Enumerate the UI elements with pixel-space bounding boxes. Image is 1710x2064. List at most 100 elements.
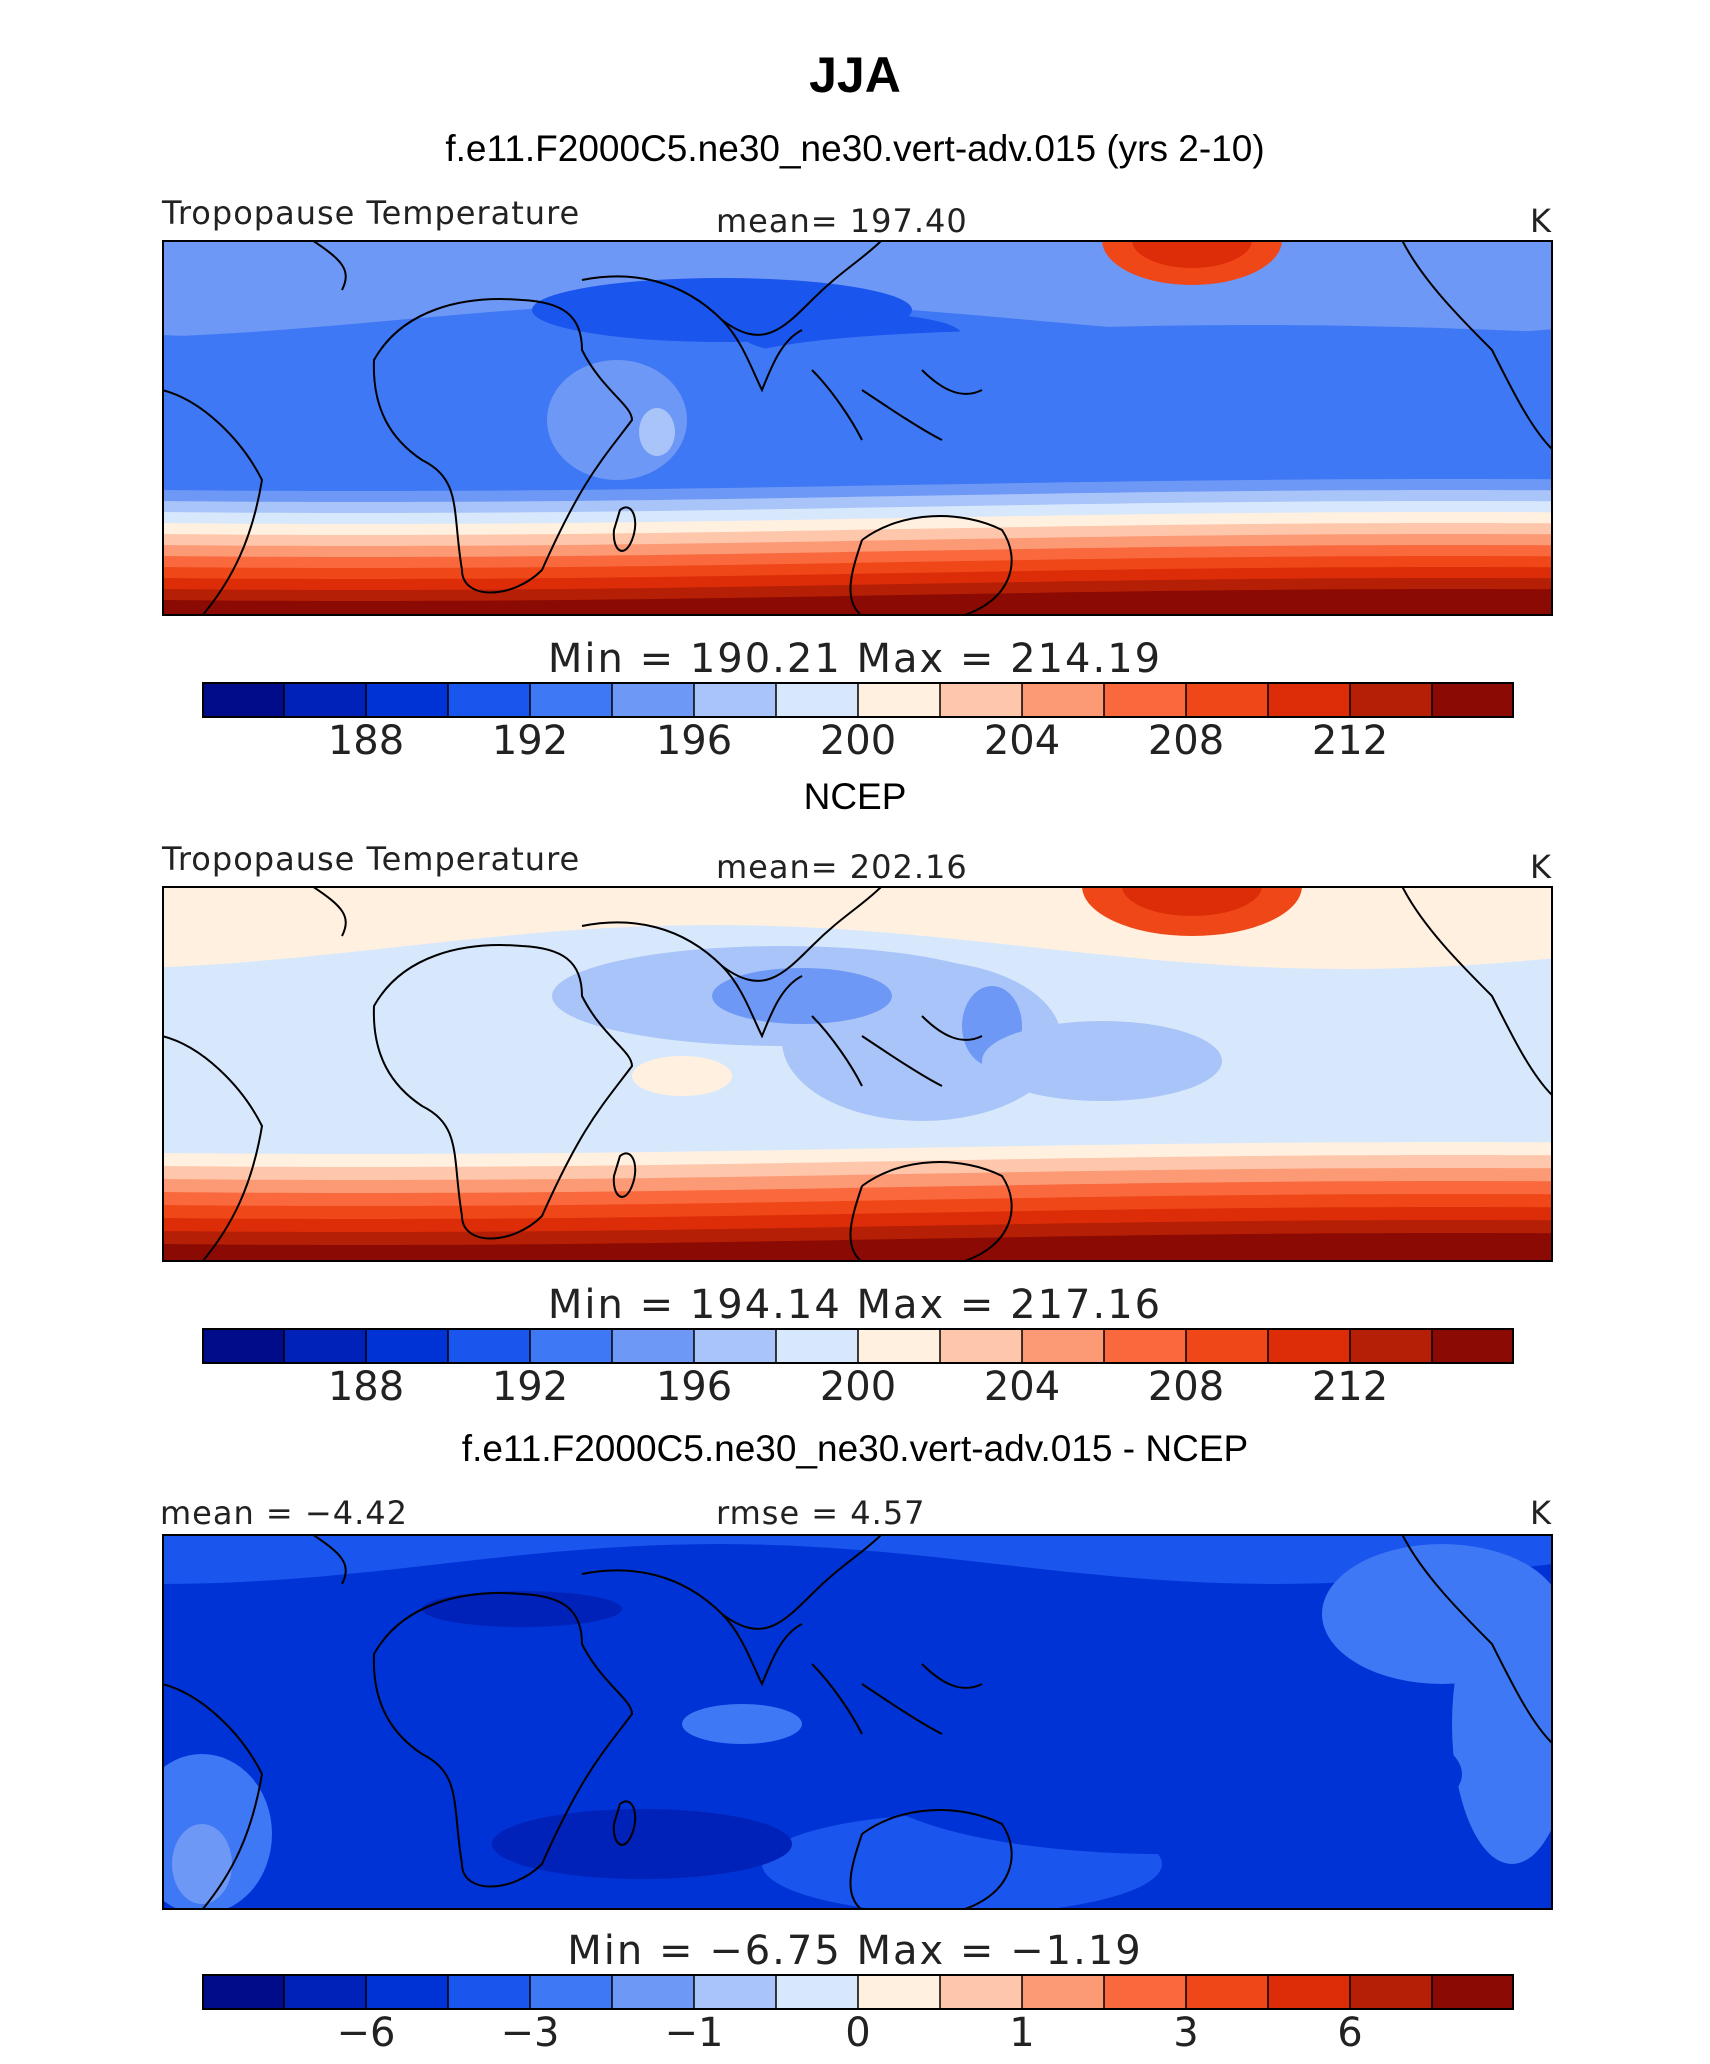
colorbar-box-6 <box>694 1974 777 2010</box>
colorbar-box-1 <box>284 682 367 718</box>
coastline <box>1401 240 1553 451</box>
coastline <box>721 319 803 393</box>
colorbar-box-5 <box>612 682 695 718</box>
panel-2-variable: Tropopause Temperature <box>162 840 581 878</box>
colorbar-box-10 <box>1022 1328 1105 1364</box>
colorbar-box-13 <box>1268 1328 1351 1364</box>
panel-3-colorbar <box>202 1974 1514 2010</box>
season-title: JJA <box>809 47 901 103</box>
panel-2-units: K <box>1530 848 1552 886</box>
coastline <box>721 965 803 1039</box>
colorbar-box-13 <box>1268 1974 1351 2010</box>
colorbar-box-1 <box>284 1974 367 2010</box>
colorbar-tick-label: −3 <box>500 2010 560 2056</box>
colorbar-box-14 <box>1350 1328 1433 1364</box>
colorbar-box-12 <box>1186 682 1269 718</box>
colorbar-box-2 <box>366 682 449 718</box>
colorbar-box-0 <box>202 1974 285 2010</box>
colorbar-box-8 <box>858 682 941 718</box>
coastline <box>612 1800 637 1846</box>
colorbar-box-5 <box>612 1328 695 1364</box>
colorbar-tick-label: 1 <box>1009 2010 1035 2056</box>
colorbar-box-12 <box>1186 1328 1269 1364</box>
panel-2-title: NCEP <box>803 776 907 817</box>
panel-3-title: f.e11.F2000C5.ne30_ne30.vert-adv.015 - N… <box>461 1428 1249 1469</box>
colorbar-box-2 <box>366 1974 449 2010</box>
colorbar-box-4 <box>530 1974 613 2010</box>
colorbar-tick-label: 196 <box>655 718 733 764</box>
coastline <box>162 389 264 616</box>
colorbar-tick-label: 212 <box>1311 718 1389 764</box>
panel-1-units: K <box>1530 202 1552 240</box>
colorbar-box-3 <box>448 1974 531 2010</box>
coastline <box>612 506 637 552</box>
colorbar-box-9 <box>940 1328 1023 1364</box>
colorbar-box-10 <box>1022 682 1105 718</box>
colorbar-tick-label: 208 <box>1147 1364 1225 1410</box>
colorbar-box-4 <box>530 682 613 718</box>
colorbar-box-15 <box>1432 1328 1514 1364</box>
colorbar-box-6 <box>694 1328 777 1364</box>
coastline <box>162 1035 264 1262</box>
coastline <box>581 1534 883 1630</box>
colorbar-box-9 <box>940 682 1023 718</box>
panel-3-map <box>162 1534 1553 1910</box>
colorbar-box-0 <box>202 682 285 718</box>
coastline <box>372 944 634 1240</box>
colorbar-tick-label: 3 <box>1173 2010 1199 2056</box>
coastline <box>581 886 883 982</box>
panel-3-minmax: Min = −6.75 Max = −1.19 <box>567 1928 1143 1974</box>
colorbar-box-7 <box>776 1328 859 1364</box>
colorbar-tick-label: −1 <box>664 2010 724 2056</box>
colorbar-tick-label: 192 <box>491 1364 569 1410</box>
coastline <box>811 369 983 441</box>
coastline <box>811 1015 983 1087</box>
coastline <box>849 1161 1013 1262</box>
colorbar-box-9 <box>940 1974 1023 2010</box>
coastline <box>162 1683 264 1910</box>
coastline <box>811 1663 983 1735</box>
coastline <box>311 1534 347 1585</box>
colorbar-box-13 <box>1268 682 1351 718</box>
coastline <box>612 1152 637 1198</box>
colorbar-box-15 <box>1432 1974 1514 2010</box>
colorbar-box-15 <box>1432 682 1514 718</box>
colorbar-box-6 <box>694 682 777 718</box>
colorbar-box-4 <box>530 1328 613 1364</box>
coastline <box>1401 1534 1553 1745</box>
colorbar-box-3 <box>448 682 531 718</box>
panel-1-variable: Tropopause Temperature <box>162 194 581 232</box>
panel-3-units: K <box>1530 1494 1552 1532</box>
coastline <box>372 298 634 594</box>
colorbar-tick-label: 0 <box>845 2010 871 2056</box>
colorbar-box-10 <box>1022 1974 1105 2010</box>
colorbar-box-7 <box>776 1974 859 2010</box>
coastline <box>849 515 1013 616</box>
panel-2-minmax: Min = 194.14 Max = 217.16 <box>547 1282 1163 1328</box>
colorbar-box-12 <box>1186 1974 1269 2010</box>
colorbar-tick-label: 200 <box>819 1364 897 1410</box>
colorbar-box-7 <box>776 682 859 718</box>
colorbar-tick-label: 188 <box>327 718 405 764</box>
colorbar-tick-label: 192 <box>491 718 569 764</box>
panel-1-mean: mean= 197.40 <box>716 202 968 240</box>
colorbar-tick-label: 6 <box>1337 2010 1363 2056</box>
coastline <box>311 240 347 291</box>
colorbar-box-1 <box>284 1328 367 1364</box>
colorbar-tick-label: 204 <box>983 718 1061 764</box>
panel-3-rmse: rmse = 4.57 <box>716 1494 926 1532</box>
colorbar-tick-label: 208 <box>1147 718 1225 764</box>
colorbar-box-8 <box>858 1974 941 2010</box>
colorbar-box-11 <box>1104 1328 1187 1364</box>
panel-1-title: f.e11.F2000C5.ne30_ne30.vert-adv.015 (yr… <box>445 128 1265 169</box>
coastline <box>372 1592 634 1888</box>
panel-1-map <box>162 240 1553 616</box>
colorbar-box-14 <box>1350 1974 1433 2010</box>
coastline <box>721 1613 803 1687</box>
colorbar-box-0 <box>202 1328 285 1364</box>
colorbar-box-3 <box>448 1328 531 1364</box>
colorbar-tick-label: 196 <box>655 1364 733 1410</box>
colorbar-box-2 <box>366 1328 449 1364</box>
coastline <box>581 240 883 336</box>
coastline <box>311 886 347 937</box>
